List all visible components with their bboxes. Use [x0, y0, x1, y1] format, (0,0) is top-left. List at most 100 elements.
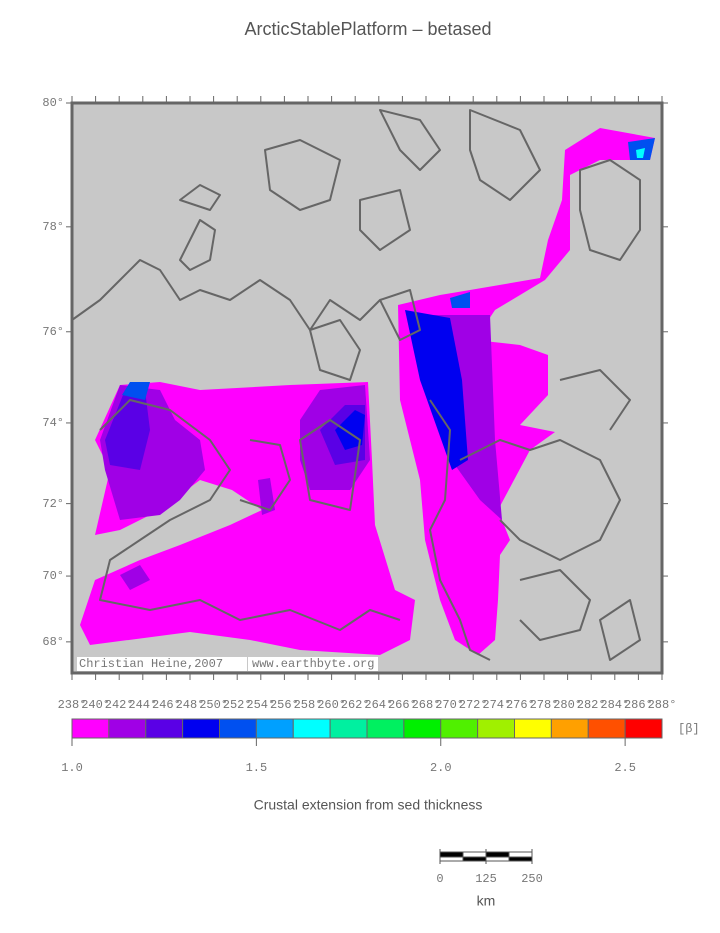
lat-tick-label: 68°: [42, 635, 64, 649]
lon-tick-label: 280°: [553, 698, 582, 712]
lon-tick-label: 242°: [105, 698, 134, 712]
colorbar-segment: [550, 718, 589, 739]
lon-tick-label: 240°: [81, 698, 110, 712]
lon-tick-label: 246°: [152, 698, 181, 712]
coastline: [359, 189, 411, 251]
lon-tick-label: 272°: [459, 698, 488, 712]
colorbar-segment: [182, 718, 220, 739]
coastline: [179, 184, 221, 211]
scale-tick-label: 250: [521, 872, 543, 886]
colorbar-segment: [255, 718, 294, 739]
colorbar-segment: [329, 718, 368, 739]
url-box: [248, 657, 378, 671]
lon-tick-label: 286°: [624, 698, 653, 712]
title: ArcticStablePlatform – betased: [244, 19, 491, 39]
colorbar-segment: [219, 718, 257, 739]
extension-region: [335, 410, 365, 450]
lon-tick-label: 252°: [223, 698, 252, 712]
colorbar-label: Crustal extension from sed thickness: [254, 797, 483, 813]
scale-tick-label: 125: [475, 872, 497, 886]
scale-segment: [485, 851, 510, 858]
coastlines: [71, 109, 641, 661]
lon-tick-label: 276°: [506, 698, 535, 712]
lat-tick-label: 70°: [42, 569, 64, 583]
axes: 80° 78° 76° 74° 72° 70° 68° 238°240°242°244°246…: [42, 96, 676, 712]
scale-unit: km: [477, 893, 496, 909]
lon-tick-label: 284°: [600, 698, 629, 712]
lon-tick-label: 262°: [341, 698, 370, 712]
coastline: [71, 259, 381, 331]
lon-tick-label: 274°: [482, 698, 511, 712]
lon-tick-label: 260°: [317, 698, 346, 712]
scale-segment: [508, 851, 533, 858]
scale-segment: [485, 856, 510, 862]
extension-region: [636, 148, 645, 158]
url: www.earthbyte.org: [252, 657, 374, 671]
lon-tick-label: 244°: [128, 698, 157, 712]
lon-tick-label: 268°: [412, 698, 441, 712]
colorbar-segment: [366, 718, 405, 739]
colorbar-tick-label: 1.5: [246, 761, 268, 775]
extension-region: [105, 390, 150, 470]
extension-region: [398, 128, 655, 655]
colorbar-segment: [403, 718, 442, 739]
lat-tick-label: 80°: [42, 96, 64, 110]
coastline: [559, 369, 631, 431]
lon-tick-label: 266°: [388, 698, 417, 712]
coastline: [264, 139, 341, 211]
colorbar-segment: [477, 718, 515, 739]
extension-region: [258, 478, 275, 515]
map-frame: [70, 101, 664, 675]
coastline: [99, 399, 401, 631]
extension-region: [450, 292, 470, 308]
map: Christian Heine,2007 www.earthbyte.org: [70, 101, 664, 675]
lon-tick-label: 254°: [246, 698, 275, 712]
scale-segment: [439, 851, 464, 858]
coastline: [429, 399, 491, 661]
colorbar-tick-label: 2.5: [614, 761, 636, 775]
colorbar: 1.0 1.5 2.0 2.5 [β]: [61, 718, 700, 775]
lat-tick-label: 72°: [42, 497, 64, 511]
coastline: [599, 599, 641, 661]
coastline: [379, 289, 421, 341]
colorbar-segment: [71, 718, 110, 739]
credit-box: [77, 657, 247, 671]
lon-tick-label: 258°: [294, 698, 323, 712]
coastline: [459, 439, 621, 561]
lon-tick-label: 282°: [577, 698, 606, 712]
credit: Christian Heine,2007: [79, 657, 223, 671]
lon-tick-label: 278°: [530, 698, 559, 712]
lat-tick-label: 78°: [42, 220, 64, 234]
colorbar-segment: [440, 718, 479, 739]
lon-tick-label: 238°: [58, 698, 87, 712]
scale-segment: [439, 856, 464, 862]
coastline: [469, 109, 541, 201]
coastline: [179, 219, 216, 271]
scale-tick-label: 0: [436, 872, 443, 886]
coastline: [579, 159, 641, 261]
lon-tick-label: 248°: [176, 698, 205, 712]
extension-region: [405, 310, 468, 470]
coastline: [379, 109, 441, 171]
colorbar-segment: [624, 718, 663, 739]
lon-tick-label: 250°: [199, 698, 228, 712]
lon-tick-label: 264°: [364, 698, 393, 712]
colorbar-segment: [587, 718, 626, 739]
colorbar-unit: [β]: [678, 722, 700, 736]
lat-tick-label: 74°: [42, 416, 64, 430]
coastline: [299, 419, 361, 511]
lat-tick-label: 76°: [42, 325, 64, 339]
scale-bar: 0 125 250 km: [436, 849, 543, 909]
lon-tick-label: 270°: [435, 698, 464, 712]
colorbar-segment: [514, 718, 552, 739]
colorbar-tick-label: 2.0: [430, 761, 452, 775]
extension-region: [120, 565, 150, 590]
lon-tick-label: 288°: [648, 698, 677, 712]
colorbar-segment: [292, 718, 331, 739]
lon-tick-label: 256°: [270, 698, 299, 712]
scale-segment: [462, 856, 487, 862]
colorbar-segment: [145, 718, 184, 739]
extension-region: [122, 382, 150, 400]
coastline: [309, 319, 361, 381]
colorbar-segment: [108, 718, 147, 739]
